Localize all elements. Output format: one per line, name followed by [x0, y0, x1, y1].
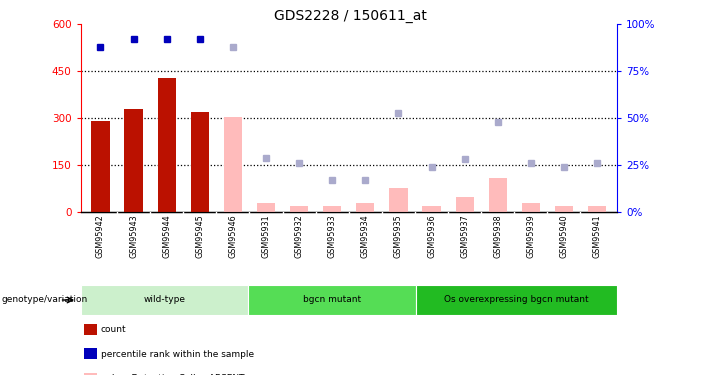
Bar [423, 206, 441, 212]
Bar [158, 78, 176, 212]
Text: percentile rank within the sample: percentile rank within the sample [101, 350, 254, 359]
Bar [248, 285, 416, 315]
Text: count: count [101, 326, 127, 334]
Text: GSM95933: GSM95933 [327, 214, 336, 258]
Text: GSM95932: GSM95932 [294, 214, 304, 258]
Text: GSM95946: GSM95946 [229, 214, 238, 258]
Text: GSM95936: GSM95936 [427, 214, 436, 258]
Bar [416, 285, 617, 315]
Bar [389, 188, 407, 212]
Text: GSM95944: GSM95944 [162, 214, 171, 258]
Text: GSM95931: GSM95931 [261, 214, 271, 258]
Text: GSM95938: GSM95938 [494, 214, 502, 258]
Bar [91, 121, 109, 212]
Bar [456, 197, 474, 212]
Bar [191, 112, 209, 212]
Text: GSM95943: GSM95943 [129, 214, 138, 258]
Text: GSM95934: GSM95934 [361, 214, 370, 258]
Bar [554, 206, 573, 212]
Text: wild-type: wild-type [144, 296, 185, 304]
Text: value, Detection Call = ABSENT: value, Detection Call = ABSENT [101, 374, 245, 375]
Text: GSM95942: GSM95942 [96, 214, 105, 258]
Bar [588, 206, 606, 212]
Bar [290, 206, 308, 212]
Text: GSM95939: GSM95939 [526, 214, 536, 258]
Text: Os overexpressing bgcn mutant: Os overexpressing bgcn mutant [444, 296, 589, 304]
Text: GSM95937: GSM95937 [460, 214, 469, 258]
Text: GDS2228 / 150611_at: GDS2228 / 150611_at [274, 9, 427, 23]
Text: GSM95940: GSM95940 [559, 214, 569, 258]
Bar [224, 117, 242, 212]
Text: GSM95945: GSM95945 [196, 214, 204, 258]
Text: genotype/variation: genotype/variation [1, 296, 88, 304]
Bar [81, 285, 248, 315]
Bar [489, 178, 507, 212]
Bar [356, 203, 374, 212]
Text: GSM95935: GSM95935 [394, 214, 403, 258]
Bar [522, 203, 540, 212]
Text: bgcn mutant: bgcn mutant [303, 296, 361, 304]
Bar [323, 206, 341, 212]
Bar [125, 109, 143, 212]
Bar [257, 203, 275, 212]
Text: GSM95941: GSM95941 [592, 214, 601, 258]
